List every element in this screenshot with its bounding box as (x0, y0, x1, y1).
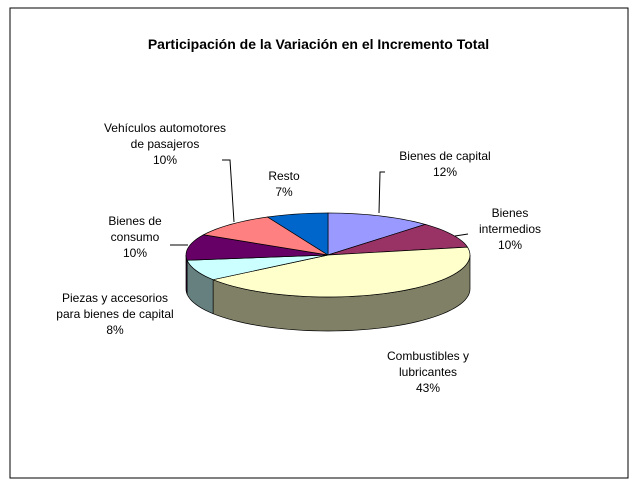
category-label: Bienes de consumo (108, 214, 162, 244)
value-label: 12% (432, 165, 458, 179)
data-label: Piezas y accesorios para bienes de capit… (52, 290, 178, 338)
slice (327, 212, 427, 256)
category-label: Combustibles y lubricantes (386, 349, 470, 379)
value-label: 10% (497, 238, 523, 252)
slice (185, 234, 329, 261)
category-label: Vehículos automotores de pasajeros (103, 121, 227, 151)
leader-line (454, 233, 469, 237)
leader-line (222, 159, 235, 223)
value-label: 8% (106, 323, 124, 337)
slice (211, 246, 471, 298)
slice (186, 254, 329, 281)
data-label: Bienes intermedios 10% (468, 205, 552, 253)
slice (202, 216, 329, 256)
slice (266, 212, 329, 256)
leader-line (378, 171, 385, 214)
data-label: Resto 7% (256, 168, 312, 200)
slice-side (185, 254, 188, 295)
data-label: Bienes de consumo 10% (92, 213, 178, 261)
value-label: 10% (152, 153, 178, 167)
category-label: Bienes intermedios (478, 206, 542, 236)
data-label: Combustibles y lubricantes 43% (372, 348, 484, 396)
slice (327, 224, 469, 256)
category-label: Piezas y accesorios para bienes de capit… (56, 291, 174, 321)
data-label: Bienes de capital 12% (380, 148, 510, 180)
data-label: Vehículos automotores de pasajeros 10% (100, 120, 230, 168)
category-label: Bienes de capital (399, 149, 491, 163)
chart-title: Participación de la Variación en el Incr… (147, 36, 490, 52)
value-label: 43% (415, 381, 441, 395)
value-label: 10% (122, 246, 148, 260)
category-label: Resto (268, 169, 300, 183)
value-label: 7% (275, 185, 293, 199)
